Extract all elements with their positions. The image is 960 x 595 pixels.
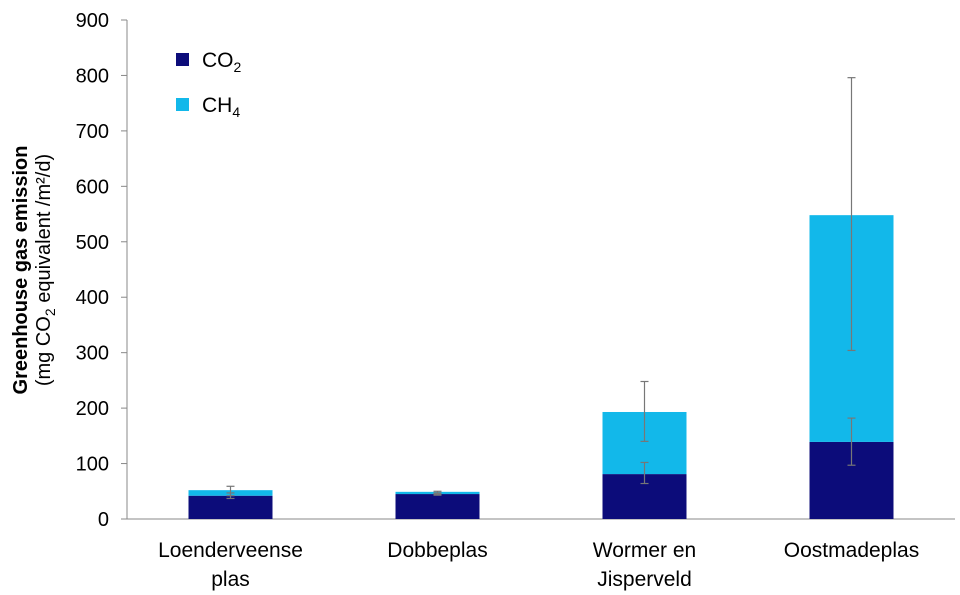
y-tick-label: 200 [76, 398, 109, 420]
bar-co2 [188, 495, 273, 519]
y-tick-label: 800 [76, 65, 109, 87]
y-axis: 0 100 200 300 400 500 600 700 800 900 [76, 10, 128, 531]
legend: CO2 CH4 [176, 49, 242, 120]
x-category-label: Wormer en [593, 539, 696, 562]
error-bar-total [226, 485, 235, 497]
y-axis-title: Greenhouse gas emission [10, 146, 32, 395]
x-category-label: Dobbeplas [387, 539, 487, 562]
bar-co2 [395, 494, 480, 519]
y-tick-label: 700 [76, 121, 109, 143]
error-bar-co2 [847, 417, 856, 466]
y-tick-label: 400 [76, 287, 109, 309]
y-tick-label: 300 [76, 343, 109, 365]
error-bar-total [847, 77, 856, 352]
error-bar-co2 [640, 461, 649, 485]
y-tick-label: 900 [76, 10, 109, 32]
y-axis-label: Greenhouse gas emission (mg CO2 equivalen… [10, 146, 58, 395]
legend-swatch [176, 53, 189, 66]
error-bar-total [640, 380, 649, 442]
y-tick-label: 0 [98, 509, 109, 531]
legend-label: CH4 [202, 94, 240, 120]
y-tick-label: 100 [76, 454, 109, 476]
error-bars [226, 77, 856, 500]
y-axis-unit: (mg CO2 equivalent /m²/d) [33, 154, 58, 386]
x-category-label: Loenderveense [158, 539, 303, 562]
x-category-label: plas [211, 568, 250, 591]
x-category-label: Oostmadeplas [784, 539, 919, 562]
x-axis: Loenderveense plas Dobbeplas Wormer en Jispe… [127, 518, 955, 591]
legend-swatch [176, 98, 189, 111]
error-bar-total [433, 490, 442, 495]
bars [188, 215, 894, 519]
y-tick-label: 500 [76, 232, 109, 254]
x-category-label: Jisperveld [597, 568, 692, 591]
y-tick-label: 600 [76, 176, 109, 198]
legend-label: CO2 [202, 49, 242, 75]
